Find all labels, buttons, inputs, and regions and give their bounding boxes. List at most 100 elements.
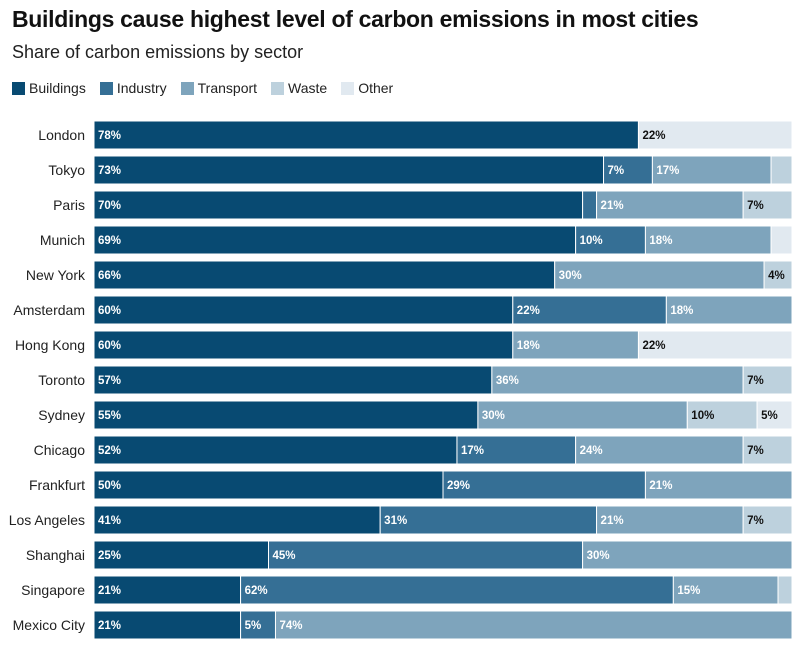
bar-segment-waste: [742, 505, 793, 535]
category-label: Sydney: [38, 407, 85, 423]
data-label-waste: 7%: [747, 515, 764, 527]
bar-row-los-angeles: Los Angeles 41% 31% 21% 7%: [9, 505, 793, 535]
data-label-transport: 17%: [656, 165, 679, 177]
data-label-transport: 74%: [279, 620, 302, 632]
bar-segment-transport: [596, 505, 744, 535]
data-label-buildings: 21%: [98, 585, 121, 597]
category-label: Singapore: [21, 582, 85, 598]
data-label-transport: 21%: [649, 480, 672, 492]
bar-segment-other: [637, 120, 793, 150]
bar-row-london: London 78% 22%: [38, 120, 793, 150]
bar-segment-waste: [742, 365, 793, 395]
bar-segment-industry: [582, 190, 598, 220]
legend-item-transport: Transport: [180, 80, 258, 96]
bar-segment-buildings: [93, 155, 605, 185]
bar-segment-buildings: [93, 330, 514, 360]
data-label-buildings: 57%: [98, 375, 121, 387]
legend: Buildings Industry Transport Waste Other: [12, 80, 407, 96]
data-label-waste: 4%: [768, 270, 785, 282]
bar-segment-transport: [644, 470, 793, 500]
bar-segment-industry: [442, 470, 646, 500]
data-label-transport: 30%: [482, 410, 505, 422]
bar-segment-waste: [763, 260, 793, 290]
data-label-buildings: 21%: [98, 620, 121, 632]
legend-swatch-transport: [180, 81, 194, 95]
data-label-buildings: 50%: [98, 480, 121, 492]
bar-segment-buildings: [93, 470, 444, 500]
legend-item-industry: Industry: [99, 80, 167, 96]
bar-segment-waste: [742, 435, 793, 465]
data-label-waste: 7%: [747, 375, 764, 387]
legend-item-waste: Waste: [271, 80, 327, 96]
legend-item-buildings: Buildings: [12, 80, 86, 96]
legend-swatch-waste: [271, 81, 285, 95]
data-label-transport: 18%: [649, 235, 672, 247]
data-label-other: 5%: [761, 410, 778, 422]
data-label-transport: 36%: [496, 375, 519, 387]
data-label-buildings: 41%: [98, 515, 121, 527]
bar-segment-other: [756, 400, 793, 430]
bar-segment-buildings: [93, 435, 458, 465]
data-label-industry: 62%: [245, 585, 268, 597]
bar-row-singapore: Singapore 21% 62% 15%: [21, 575, 793, 605]
category-label: Mexico City: [13, 617, 85, 633]
legend-swatch-other: [341, 81, 355, 95]
category-label: Toronto: [38, 372, 85, 388]
legend-label-transport: Transport: [197, 80, 258, 96]
bar-row-mexico-city: Mexico City 21% 5% 74%: [13, 610, 793, 640]
bar-row-frankfurt: Frankfurt 50% 29% 21%: [29, 470, 793, 500]
data-label-industry: 7%: [608, 165, 625, 177]
legend-label-waste: Waste: [288, 80, 328, 96]
bar-segment-buildings: [93, 540, 269, 570]
chart-subtitle: Share of carbon emissions by sector: [12, 42, 304, 62]
data-label-industry: 45%: [273, 550, 296, 562]
bar-segment-industry: [456, 435, 577, 465]
bar-segment-transport: [554, 260, 765, 290]
bar-row-new-york: New York 66% 30% 4%: [26, 260, 793, 290]
legend-label-other: Other: [358, 80, 394, 96]
legend-label-buildings: Buildings: [29, 80, 86, 96]
data-label-industry: 22%: [517, 305, 540, 317]
data-label-transport: 18%: [517, 340, 540, 352]
bar-segment-buildings: [93, 505, 381, 535]
bar-segment-industry: [240, 610, 276, 640]
legend-swatch-buildings: [12, 81, 25, 95]
bar-segment-industry: [575, 225, 646, 255]
data-label-buildings: 69%: [98, 235, 121, 247]
bar-segment-buildings: [93, 260, 556, 290]
bar-segment-industry: [603, 155, 653, 185]
bar-segment-transport: [672, 575, 779, 605]
bar-segment-buildings: [93, 190, 584, 220]
category-label: Munich: [40, 232, 85, 248]
data-label-transport: 15%: [677, 585, 700, 597]
bar-segment-industry: [512, 295, 667, 325]
category-label: Los Angeles: [9, 512, 85, 528]
data-label-industry: 17%: [461, 445, 484, 457]
data-label-transport: 21%: [601, 515, 624, 527]
data-label-buildings: 60%: [98, 305, 121, 317]
data-label-buildings: 66%: [98, 270, 121, 282]
category-label: Hong Kong: [15, 337, 85, 353]
bar-segment-waste: [742, 190, 793, 220]
bar-row-munich: Munich 69% 10% 18%: [40, 225, 793, 255]
data-label-buildings: 60%: [98, 340, 121, 352]
bar-segment-other: [770, 225, 793, 255]
bar-segment-waste: [777, 575, 793, 605]
bar-row-sydney: Sydney 55% 30% 10% 5%: [38, 400, 793, 430]
category-label: Frankfurt: [29, 477, 85, 493]
data-label-transport: 30%: [559, 270, 582, 282]
bar-row-paris: Paris 70% 21% 7%: [53, 190, 793, 220]
legend-item-other: Other: [341, 80, 393, 96]
bar-row-shanghai: Shanghai 25% 45% 30%: [26, 540, 793, 570]
data-label-waste: 7%: [747, 200, 764, 212]
bar-segment-industry: [268, 540, 584, 570]
bar-segment-waste: [770, 155, 793, 185]
category-label: New York: [26, 267, 86, 283]
bar-segment-transport: [575, 435, 744, 465]
category-label: Chicago: [34, 442, 86, 458]
data-label-buildings: 78%: [98, 130, 121, 142]
bar-segment-buildings: [93, 120, 639, 150]
category-label: Amsterdam: [13, 302, 85, 318]
data-label-waste: 7%: [747, 445, 764, 457]
